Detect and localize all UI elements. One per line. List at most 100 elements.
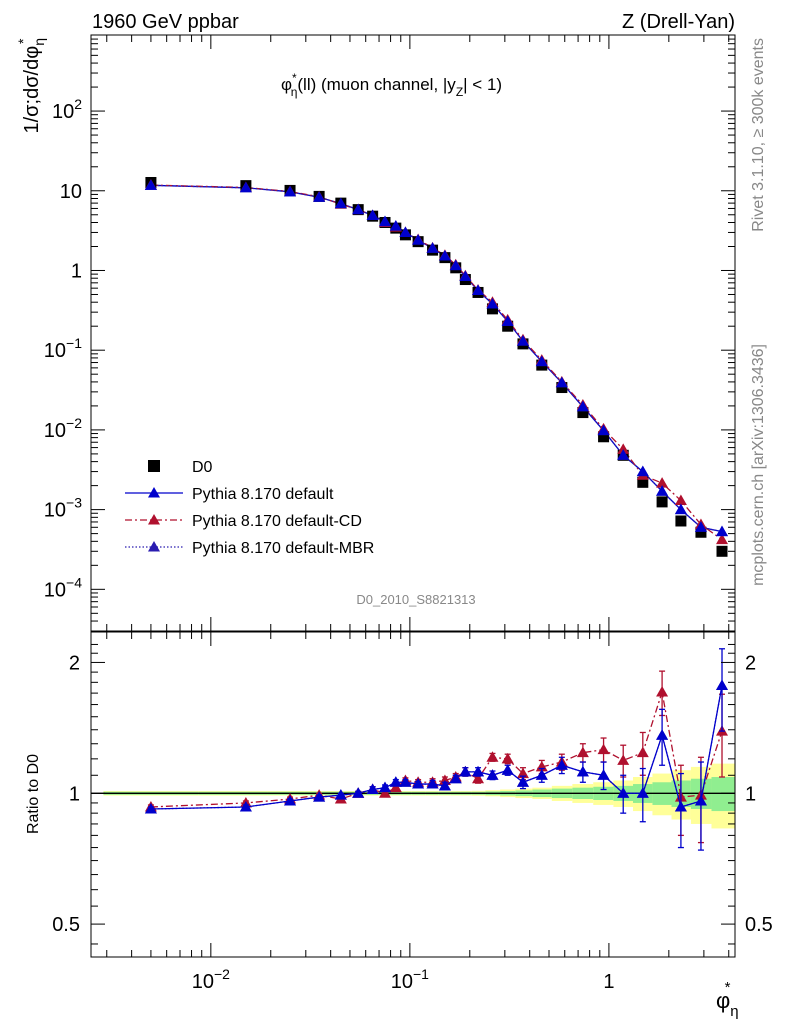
legend-item: Pythia 8.170 default-CD: [125, 513, 362, 530]
ratio-point: [694, 794, 707, 806]
data-point-mc: [674, 503, 687, 515]
ratio-y-tick-labels: 0.5 0.5 1 1 2 2: [52, 652, 773, 936]
data-point-mc: [486, 297, 499, 309]
ratio-point: [472, 765, 485, 777]
y-tick-label: 10−4: [44, 574, 82, 601]
data-point-d0: [675, 515, 687, 527]
ratio-line: [150, 691, 723, 808]
data-point-mc: [426, 242, 439, 253]
ratio-point: [576, 765, 589, 777]
data-point-mc: [284, 185, 297, 197]
energy-label: 1960 GeV ppbar: [92, 11, 239, 33]
data-point-mc: [379, 215, 392, 227]
legend-label: Pythia 8.170 default-MBR: [192, 540, 374, 557]
ratio-y-tick-label-right: 2: [745, 652, 756, 674]
ratio-point: [389, 776, 402, 787]
data-point-mc: [334, 197, 347, 209]
legend-item: D0: [148, 459, 213, 476]
ratio-point: [284, 794, 297, 806]
ratio-point: [366, 783, 379, 795]
data-point-mc: [438, 249, 451, 261]
ratio-point: [597, 769, 610, 780]
data-point-mc: [352, 203, 365, 215]
y-axis-label: 1/σ;dσ/dφη*: [15, 38, 47, 134]
data-point-mc: [366, 209, 379, 220]
ratio-y-tick-label: 1: [69, 783, 80, 805]
ratio-point: [617, 787, 630, 798]
data-point-mc: [501, 315, 514, 326]
ratio-point: [516, 767, 529, 779]
ratio-point: [239, 800, 252, 812]
ratio-ticks: [91, 632, 735, 957]
data-point-mc: [716, 525, 729, 537]
ratio-band-inner: [711, 776, 735, 812]
legend-label: Pythia 8.170 default: [192, 486, 334, 503]
legend-marker: [148, 460, 160, 472]
ratio-point: [352, 787, 365, 798]
plot-title: φ* η(ll) (muon channel, |yZ| < 1): [281, 71, 502, 99]
ratio-point: [656, 686, 669, 697]
data-point-d0: [502, 320, 514, 332]
ratio-panel: 0.5 0.5 1 1 2 2: [52, 631, 773, 958]
ratio-y-axis-label: Ratio to D0: [25, 754, 42, 834]
ratio-point: [501, 764, 514, 775]
legend-item: Pythia 8.170 default: [125, 486, 334, 503]
ratio-y-tick-label: 2: [69, 652, 80, 674]
ratio-point: [144, 803, 157, 814]
data-point-mc: [716, 533, 729, 545]
data-point-d0: [598, 431, 610, 443]
ratio-point: [389, 781, 402, 793]
data-point-mc: [636, 465, 649, 477]
x-axis-label: φη*: [716, 979, 739, 1020]
x-tick-label: 10−2: [192, 966, 230, 993]
ratio-point: [486, 751, 499, 762]
series-line: [150, 184, 723, 533]
ratio-point: [472, 772, 485, 784]
data-point-mc: [656, 485, 669, 496]
data-point-mc: [516, 335, 529, 346]
ratio-point: [535, 769, 548, 780]
data-point-d0: [656, 496, 668, 508]
ratio-point: [334, 789, 347, 800]
y-tick-label: 10−3: [44, 495, 82, 522]
ratio-point: [313, 791, 326, 802]
main-points: [144, 176, 729, 557]
data-point-mc: [617, 443, 630, 454]
ratio-point: [516, 776, 529, 787]
data-point-mc: [535, 355, 548, 367]
x-tick-label: 1: [603, 971, 614, 993]
ratio-point: [555, 759, 568, 770]
main-frame: [90, 34, 736, 632]
ratio-frame: [90, 631, 736, 958]
data-point-mc: [555, 376, 568, 388]
ratio-point: [674, 800, 687, 812]
y-tick-label: 10−1: [44, 335, 82, 362]
data-point-mc: [597, 424, 610, 436]
y-tick-label: 10: [60, 181, 82, 203]
ratio-point: [501, 752, 514, 764]
data-point-mc: [239, 181, 252, 193]
main-y-tick-labels: 10−4 10−3 10−2 10−1 1 10 102: [44, 96, 82, 601]
y-tick-label: 1: [71, 260, 82, 282]
ratio-y-tick-label: 0.5: [52, 914, 80, 936]
x-tick-labels: 10−2 10−1 1: [192, 966, 615, 993]
ratio-point: [438, 779, 451, 791]
ratio-point: [426, 778, 439, 789]
ratio-point: [576, 746, 589, 758]
series-line: [150, 184, 723, 533]
legend-label: D0: [192, 459, 213, 476]
main-ticks: [91, 34, 735, 632]
ratio-point: [656, 729, 669, 740]
legend-marker: [148, 487, 160, 498]
data-point-mc: [389, 220, 402, 231]
data-point-d0: [637, 476, 649, 488]
data-point-d0: [695, 526, 707, 538]
main-panel: 10−4 10−3 10−2 10−1 1 10 102: [44, 34, 736, 632]
rivet-label: Rivet 3.1.10, ≥ 300k events: [750, 38, 767, 232]
ratio-y-tick-label-right: 0.5: [745, 914, 773, 936]
ratio-point: [459, 765, 472, 777]
data-point-d0: [716, 545, 728, 557]
ratio-y-tick-label-right: 1: [745, 783, 756, 805]
data-point-mc: [144, 179, 157, 190]
